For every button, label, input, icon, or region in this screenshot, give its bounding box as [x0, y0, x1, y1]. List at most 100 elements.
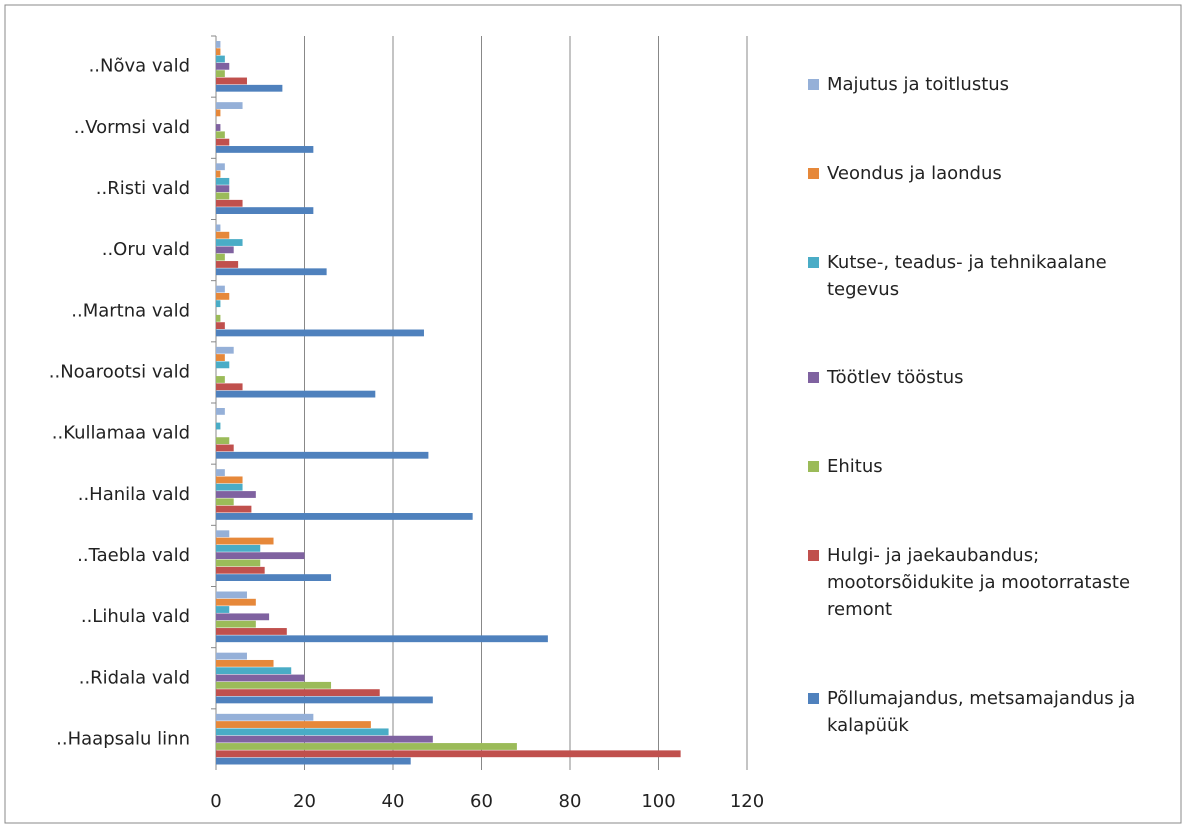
- bar: [216, 285, 225, 293]
- bar: [216, 667, 292, 675]
- bar: [216, 253, 225, 261]
- x-tick-label: 40: [382, 791, 405, 812]
- bar: [216, 124, 221, 131]
- bar: [216, 735, 433, 743]
- bar: [216, 361, 230, 369]
- bar: [216, 314, 221, 322]
- bar: [216, 131, 225, 139]
- y-tick-label: ..Vormsi vald: [74, 117, 190, 138]
- bar: [216, 513, 473, 520]
- bar: [216, 329, 424, 337]
- bar: [216, 146, 314, 153]
- x-tick-label: 120: [730, 791, 764, 812]
- y-tick-label: ..Hanila vald: [78, 484, 190, 505]
- bar: [216, 451, 429, 459]
- bar: [216, 469, 225, 476]
- bar: [216, 292, 230, 300]
- bar: [216, 591, 247, 599]
- bar: [216, 102, 243, 109]
- y-tick-label: ..Haapsalu linn: [56, 728, 190, 749]
- bar: [216, 559, 261, 567]
- legend-label: Veondus ja laondus: [827, 162, 1002, 184]
- bar: [216, 498, 234, 506]
- bar: [216, 84, 283, 92]
- y-tick-label: ..Lihula vald: [81, 606, 190, 627]
- legend-item: Veondus ja laondus: [808, 160, 1178, 187]
- bar: [216, 207, 314, 214]
- y-tick-label: ..Kullamaa vald: [52, 423, 190, 444]
- bar: [216, 574, 332, 581]
- bar: [216, 659, 274, 667]
- legend-item: Põllumajandus, metsamajandus ja kalapüük: [808, 685, 1178, 739]
- bar: [216, 530, 230, 538]
- bar: [216, 598, 256, 606]
- y-tick-label: ..Nõva vald: [89, 56, 190, 77]
- legend-swatch: [808, 461, 819, 473]
- bar: [216, 376, 225, 383]
- bar: [216, 261, 239, 268]
- bar: [216, 231, 230, 239]
- bar: [216, 62, 230, 70]
- legend-swatch: [808, 372, 819, 384]
- x-tick-label: 100: [641, 791, 675, 812]
- bar: [216, 192, 230, 200]
- bar: [216, 544, 261, 552]
- legend: Majutus ja toitlustus Veondus ja laondus K…: [808, 40, 1178, 770]
- bar: [216, 743, 517, 750]
- bar: [216, 70, 225, 78]
- bar: [216, 713, 314, 721]
- bar: [216, 613, 270, 621]
- bar: [216, 552, 305, 560]
- bar: [216, 300, 221, 308]
- chart-frame: [4, 4, 1182, 824]
- bar: [216, 505, 252, 513]
- bar: [216, 268, 327, 276]
- legend-item: Ehitus: [808, 453, 1178, 480]
- x-tick-label: 20: [293, 791, 316, 812]
- bar: [216, 721, 371, 728]
- bar: [216, 620, 256, 628]
- bar: [216, 185, 230, 193]
- y-tick-label: ..Taebla vald: [77, 545, 190, 566]
- bar: [216, 750, 681, 758]
- legend-label: Majutus ja toitlustus: [827, 73, 1010, 95]
- bar: [216, 177, 230, 185]
- bar: [216, 163, 225, 171]
- legend-swatch: [808, 167, 819, 179]
- bar: [216, 354, 225, 361]
- legend-swatch: [808, 78, 819, 90]
- bar: [216, 224, 221, 232]
- bar: [216, 606, 230, 613]
- legend-swatch: [808, 256, 819, 268]
- bar: [216, 681, 332, 689]
- legend-item: Kutse-, teadus- ja tehnikaalane tegevus: [808, 249, 1178, 303]
- bar: [216, 55, 225, 63]
- bar: [216, 199, 243, 207]
- bar: [216, 444, 234, 452]
- bar: [216, 728, 389, 736]
- x-tick-label: 0: [210, 791, 221, 812]
- bar: [216, 689, 380, 697]
- legend-item: Hulgi- ja jaekaubandus; mootorsõidukite …: [808, 542, 1178, 623]
- y-tick-label: ..Noarootsi vald: [49, 361, 190, 382]
- bar: [216, 239, 243, 246]
- bar: [216, 77, 247, 85]
- y-tick-label: ..Martna vald: [71, 300, 190, 321]
- bar: [216, 390, 376, 398]
- legend-swatch: [808, 550, 819, 562]
- legend-label: Ehitus: [827, 456, 883, 478]
- bar: [216, 346, 234, 354]
- bar: [216, 757, 411, 765]
- legend-label: Kutse-, teadus- ja tehnikaalane tegevus: [827, 251, 1107, 300]
- y-tick-label: ..Ridala vald: [79, 667, 190, 688]
- bar: [216, 437, 230, 445]
- bar: [216, 383, 243, 391]
- legend-label: Töötlev tööstus: [827, 367, 964, 389]
- bar: [216, 322, 225, 330]
- bar: [216, 674, 305, 682]
- legend-item: Töötlev tööstus: [808, 364, 1178, 391]
- bar: [216, 48, 221, 56]
- bar: [216, 491, 256, 498]
- bar: [216, 138, 230, 146]
- legend-label: Põllumajandus, metsamajandus ja kalapüük: [827, 687, 1136, 736]
